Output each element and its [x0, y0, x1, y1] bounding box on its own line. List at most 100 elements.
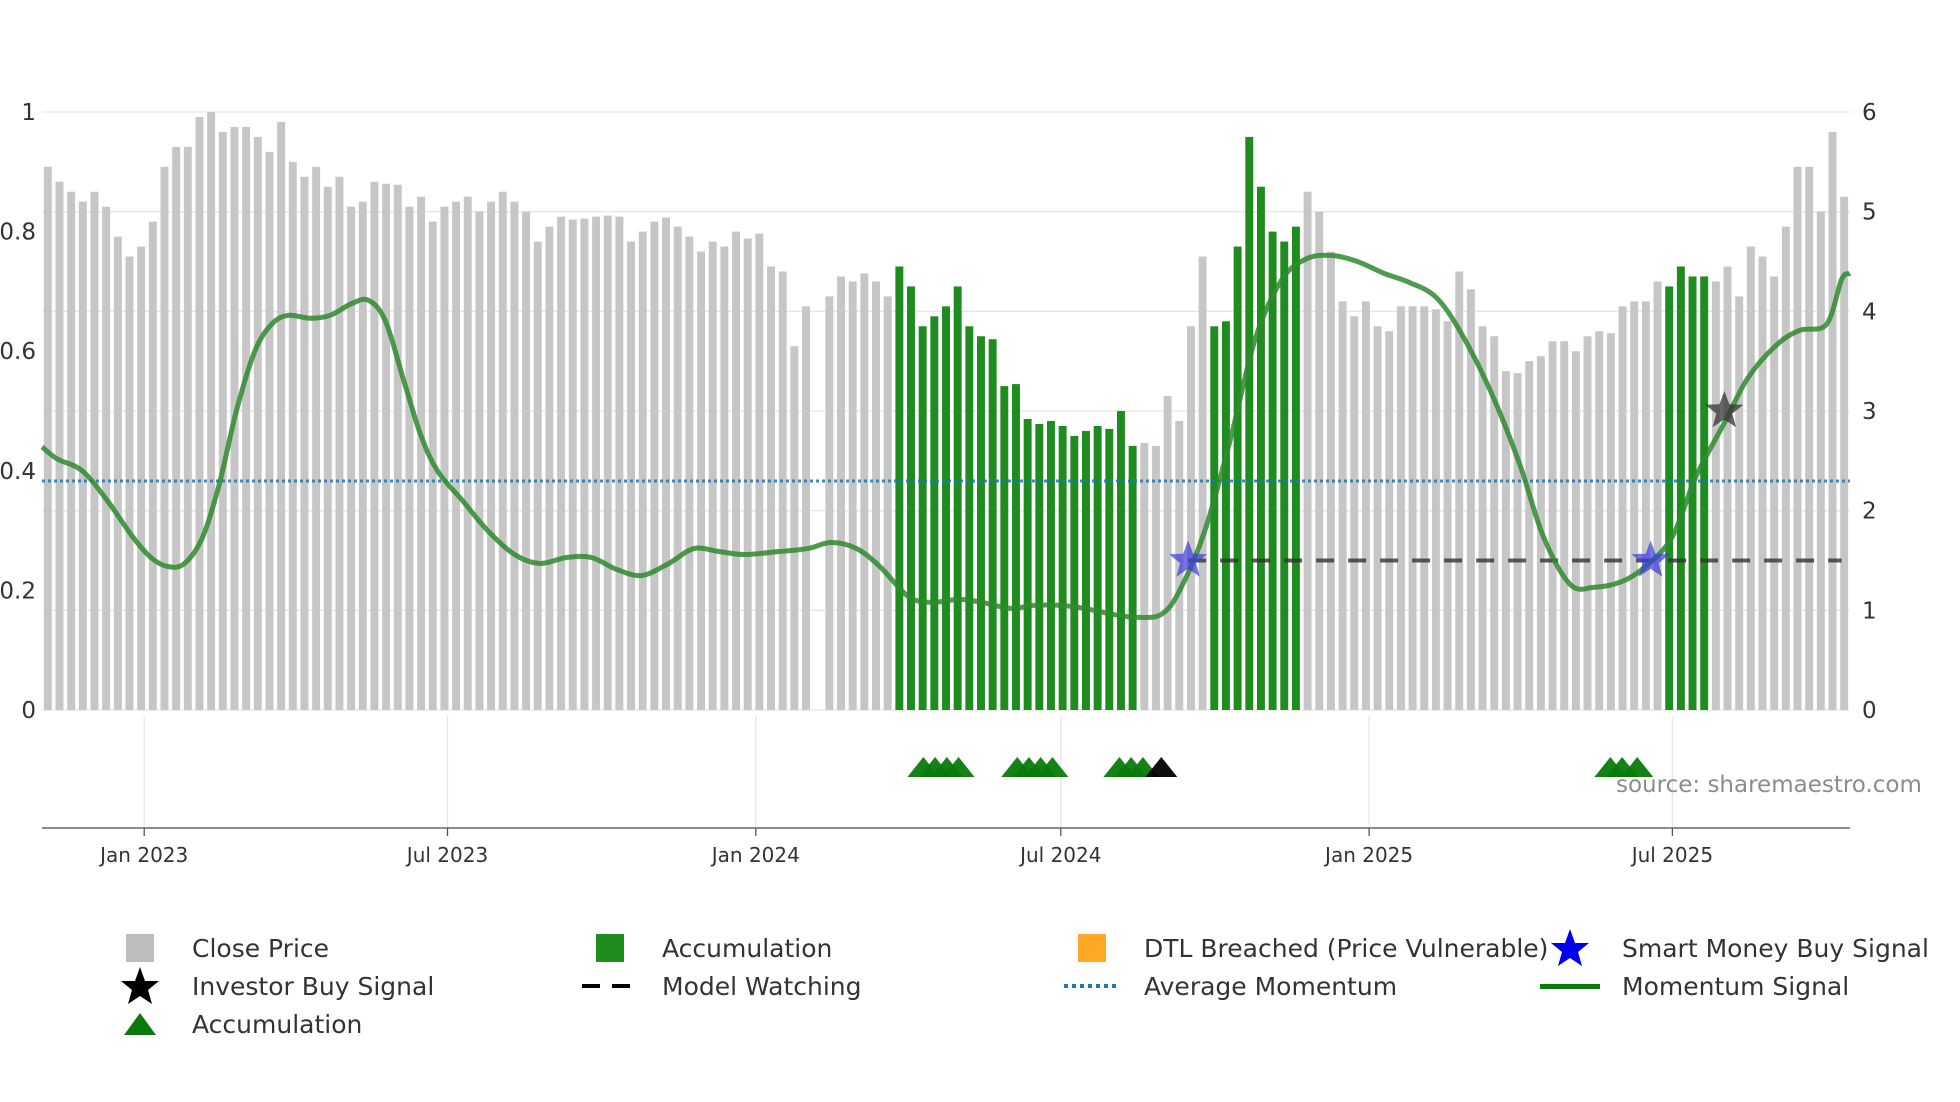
- close-price-bar: [1595, 331, 1604, 710]
- close-price-bar: [242, 126, 251, 710]
- close-price-bar: [1385, 331, 1394, 710]
- close-price-bar: [1396, 306, 1405, 710]
- close-price-bar: [790, 346, 799, 710]
- close-price-bar: [1338, 301, 1347, 710]
- close-price-bar: [358, 201, 367, 710]
- left-tick-label: 0.2: [0, 578, 36, 604]
- close-price-bar: [673, 226, 682, 710]
- right-tick-label: 0: [1862, 698, 1877, 724]
- close-price-bar: [288, 161, 297, 711]
- close-price-bar: [767, 266, 775, 710]
- accumulation-bar: [977, 336, 985, 710]
- accumulation-bar: [1000, 386, 1009, 710]
- close-price-bar: [697, 251, 706, 711]
- accumulation-triangle: [1036, 757, 1069, 777]
- close-price-bar: [1315, 211, 1324, 710]
- close-price-bar: [1583, 336, 1592, 710]
- smart-money-buy-star: [1169, 540, 1208, 577]
- close-price-bar: [825, 296, 834, 710]
- accumulation-bar: [1035, 423, 1044, 710]
- accumulation-bar: [953, 286, 962, 710]
- close-price-bar: [522, 211, 531, 710]
- close-price-bar: [1653, 281, 1662, 710]
- close-price-bar: [148, 221, 157, 710]
- accumulation-bar: [918, 326, 927, 710]
- accumulation-bar: [1688, 276, 1697, 710]
- x-tick-label: Jan 2024: [710, 843, 800, 867]
- close-price-bar: [860, 273, 869, 710]
- close-price-bar: [1408, 306, 1417, 710]
- close-price-bar: [708, 241, 717, 711]
- left-tick-label: 0.6: [0, 339, 36, 365]
- accumulation-bar: [1012, 384, 1020, 710]
- close-price-bar: [78, 201, 87, 710]
- close-price-bar: [335, 176, 344, 711]
- close-price-bar: [627, 241, 636, 711]
- close-price-bar: [615, 216, 624, 710]
- close-price-bar: [195, 116, 204, 710]
- close-price-bar: [1326, 251, 1335, 711]
- close-price-bar: [1431, 309, 1440, 710]
- accumulation-bar: [1023, 418, 1032, 710]
- close-price-bar: [452, 201, 461, 710]
- right-tick-label: 5: [1862, 200, 1877, 226]
- close-price-bar: [370, 181, 379, 710]
- accumulation-bar: [1117, 411, 1125, 710]
- close-price-bar: [662, 217, 671, 710]
- close-price-bar: [1478, 326, 1487, 710]
- close-price-bar: [113, 236, 122, 711]
- close-price-bar: [90, 191, 99, 710]
- close-price-bar: [1618, 306, 1627, 710]
- close-price-bar: [183, 146, 192, 711]
- close-price-bar: [1828, 131, 1837, 710]
- close-price-bar: [1793, 166, 1802, 711]
- close-price-bar: [533, 241, 542, 711]
- accumulation-bar: [965, 326, 974, 710]
- close-price-bar: [277, 121, 286, 710]
- close-price-bar: [837, 276, 845, 710]
- right-tick-label: 3: [1862, 399, 1877, 425]
- close-price-bar: [510, 201, 519, 710]
- accumulation-triangle: [1621, 757, 1654, 777]
- close-price-bar: [1735, 296, 1744, 710]
- close-price-bar: [568, 219, 577, 710]
- accumulation-bar: [1268, 231, 1277, 710]
- close-price-bars: [43, 112, 1849, 711]
- accumulation-bar: [1256, 186, 1265, 710]
- accumulation-bar: [1700, 276, 1709, 710]
- close-price-bar: [265, 151, 274, 710]
- close-price-bar: [1455, 271, 1464, 710]
- close-price-bar: [1443, 321, 1452, 710]
- accumulation-bar: [1070, 435, 1079, 710]
- close-price-bar: [1606, 333, 1615, 710]
- accumulation-bar: [942, 306, 950, 710]
- close-price-bar: [347, 206, 356, 710]
- close-price-bar: [1560, 341, 1569, 710]
- close-price-bar: [778, 271, 787, 710]
- accumulation-bar: [1210, 326, 1219, 710]
- close-price-bar: [1140, 442, 1149, 710]
- close-price-bar: [1501, 371, 1510, 710]
- investor-buy-star: [1705, 391, 1744, 428]
- close-price-bar: [218, 131, 227, 710]
- right-tick-label: 4: [1862, 299, 1877, 325]
- accumulation-bar: [1105, 428, 1114, 710]
- close-price-bar: [720, 246, 729, 711]
- accumulation-triangle: [942, 757, 975, 777]
- close-price-bar: [1490, 336, 1499, 710]
- x-tick-label: Jul 2025: [1630, 843, 1713, 867]
- close-price-bar: [1711, 281, 1720, 710]
- close-price-bar: [207, 112, 216, 710]
- close-price-bar: [323, 186, 332, 710]
- left-tick-label: 0.4: [0, 459, 36, 485]
- close-price-bar: [67, 191, 76, 710]
- close-price-bar: [1361, 301, 1370, 710]
- accumulation-bar: [1233, 246, 1242, 711]
- close-price-bar: [1198, 256, 1207, 710]
- left-tick-label: 1: [21, 100, 36, 126]
- close-price-bar: [1571, 351, 1580, 710]
- close-price-bar: [160, 166, 169, 711]
- x-tick-label: Jul 2023: [405, 843, 488, 867]
- close-price-bar: [580, 218, 589, 711]
